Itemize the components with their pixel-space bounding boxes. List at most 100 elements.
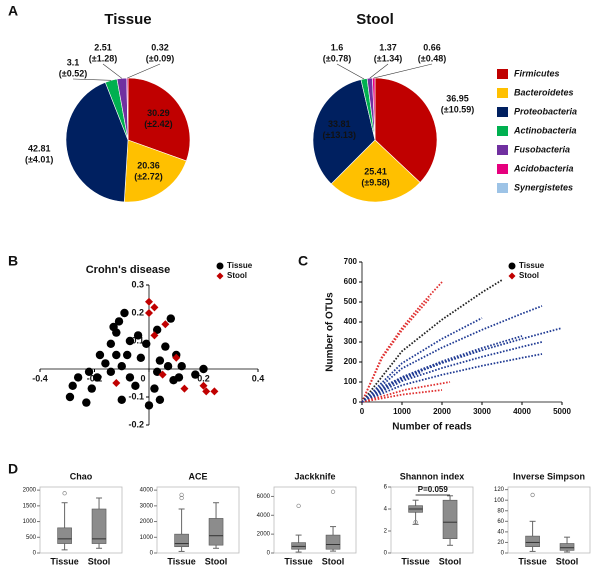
rarefaction-curve: [361, 371, 423, 403]
marker-circle: [65, 392, 75, 402]
leader-line: [336, 63, 365, 80]
x-tick-label: 3000: [473, 407, 491, 416]
rarefaction-curve: [361, 389, 443, 403]
leader-line: [369, 63, 389, 79]
pie-title: Stool: [356, 11, 394, 28]
error-label: (±0.78): [323, 53, 351, 63]
legend-label: Stool: [519, 271, 539, 280]
x-tick-label: Stool: [205, 556, 228, 566]
rarefaction-curve: [361, 281, 443, 403]
error-label: (±0.48): [418, 53, 446, 63]
x-tick-label: 5000: [553, 407, 571, 416]
y-tick-label: 0: [501, 551, 505, 557]
marker-circle: [95, 350, 105, 360]
y-axis-title: Number of OTUs: [325, 292, 336, 372]
x-tick-label: Stool: [88, 556, 111, 566]
marker-diamond: [150, 331, 159, 340]
value-label: 1.37: [379, 42, 397, 52]
box: [57, 527, 72, 544]
y-tick-label: 4: [384, 507, 388, 513]
pie-slice: [127, 77, 191, 162]
y-tick-label: 60: [497, 519, 504, 525]
panel-label: D: [8, 461, 18, 477]
legend-label: Acidobacteria: [513, 163, 574, 173]
box: [559, 543, 575, 551]
marker-circle: [117, 362, 126, 371]
y-tick-label: 2000: [257, 532, 271, 538]
box: [91, 508, 107, 544]
outlier: [330, 489, 336, 494]
chart-title: Crohn's disease: [86, 264, 171, 276]
y-tick-label: 0: [267, 551, 271, 557]
pie-slice: [330, 139, 421, 203]
marker-circle: [106, 367, 116, 376]
box: [174, 533, 189, 548]
x-tick-label: 4000: [513, 407, 531, 416]
y-tick-label: 0.3: [131, 279, 144, 289]
legend-label: Bacteroidetes: [514, 87, 574, 97]
legend-swatch: [497, 88, 508, 98]
legend-label: Tissue: [519, 261, 545, 270]
y-tick-label: 6: [384, 485, 388, 491]
x-tick-label: Stool: [322, 556, 345, 566]
marker-diamond: [145, 297, 153, 306]
marker-circle: [73, 373, 83, 382]
marker-circle: [508, 262, 516, 270]
annotation: P=0.059: [418, 485, 449, 494]
error-label: (±9.58): [361, 178, 389, 188]
y-tick-label: 3000: [140, 503, 154, 509]
x-tick-label: Tissue: [167, 556, 195, 566]
y-tick-label: 100: [494, 498, 505, 504]
legend-swatch: [497, 107, 508, 117]
legend-label: Actinobacteria: [513, 125, 577, 135]
rarefaction-curve: [361, 317, 483, 403]
marker-circle: [93, 373, 102, 382]
value-label: 33.81: [328, 119, 351, 129]
plot-frame: [273, 486, 357, 554]
pie-title: Tissue: [104, 11, 151, 28]
marker-circle: [120, 308, 129, 318]
rarefaction-curve: [361, 279, 503, 403]
x-tick-label: 0.4: [252, 373, 265, 383]
value-label: 30.29: [147, 108, 170, 118]
plot-frame: [39, 486, 123, 554]
plot-frame: [507, 486, 591, 554]
y-tick-label: 40: [497, 529, 504, 535]
y-tick-label: 0: [150, 551, 154, 557]
y-tick-label: 2000: [23, 488, 37, 494]
rarefaction-curve: [361, 335, 523, 403]
legend-swatch: [497, 126, 508, 136]
value-label: 42.81: [28, 143, 51, 153]
rarefaction-curve: [361, 297, 431, 403]
panel-label: C: [298, 253, 308, 269]
pie-slice: [123, 139, 187, 203]
marker-circle: [191, 370, 200, 379]
marker-circle: [136, 353, 146, 362]
value-label: 25.41: [364, 167, 387, 177]
outlier: [413, 520, 418, 525]
x-tick-label: Stool: [439, 556, 462, 566]
x-tick-label: Stool: [556, 556, 579, 566]
x-tick-label: Tissue: [401, 556, 429, 566]
marker-diamond: [216, 272, 224, 280]
pie-slice: [312, 79, 376, 185]
marker-circle: [133, 331, 143, 340]
legend-label: Synergistetes: [514, 182, 573, 192]
error-label: (±10.59): [441, 105, 474, 115]
marker-circle: [114, 317, 124, 326]
outlier: [296, 503, 301, 509]
error-label: (±4.01): [25, 154, 53, 164]
value-label: 0.66: [423, 42, 441, 52]
outlier: [179, 492, 184, 498]
box: [525, 535, 540, 547]
value-label: 0.32: [151, 42, 169, 52]
chart-title: Shannon index: [400, 471, 465, 481]
x-axis-title: Number of reads: [392, 422, 472, 433]
x-tick-label: 0.2: [197, 373, 210, 383]
marker-circle: [82, 398, 91, 407]
y-tick-label: 500: [26, 535, 37, 541]
outlier: [62, 491, 67, 496]
y-tick-label: 120: [494, 487, 505, 493]
marker-circle: [161, 342, 170, 351]
